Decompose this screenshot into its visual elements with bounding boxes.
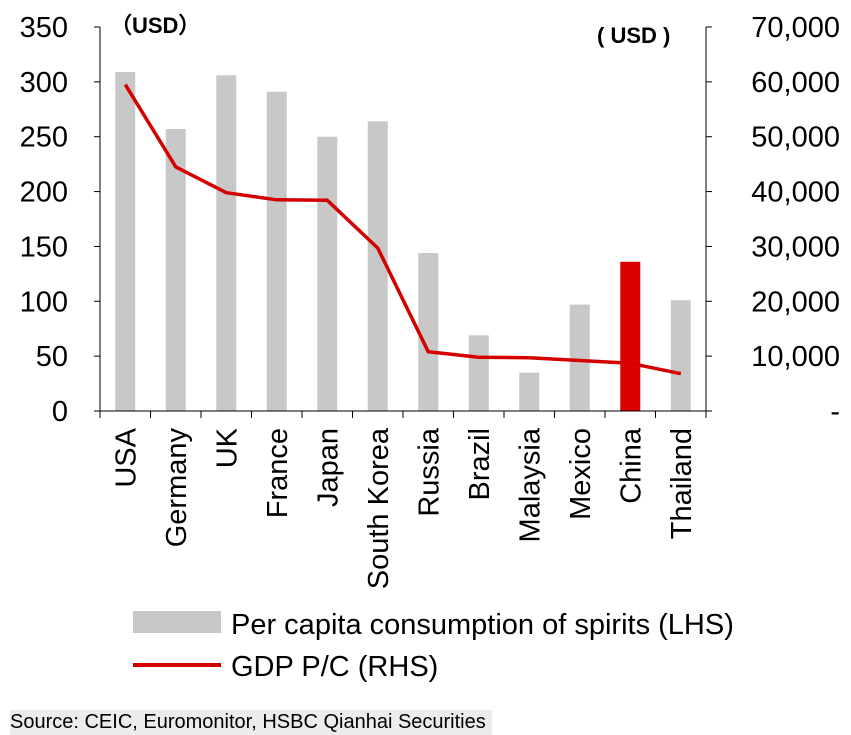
x-label: China bbox=[615, 427, 647, 504]
bar-thailand bbox=[670, 300, 691, 411]
bar-japan bbox=[317, 136, 338, 411]
right-tick-label: 60,000 bbox=[751, 67, 840, 99]
x-label: Japan bbox=[312, 428, 344, 507]
left-tick-label: 0 bbox=[52, 396, 68, 428]
left-tick-label: 350 bbox=[20, 12, 68, 44]
bar-germany bbox=[165, 129, 186, 411]
left-tick-label: 200 bbox=[20, 177, 68, 209]
chart: 0 50 100 150 200 250 300 350 - 10,000 20,000 30,00… bbox=[20, 12, 840, 683]
right-tick-label: 30,000 bbox=[751, 231, 840, 263]
bars bbox=[115, 71, 691, 412]
x-label: UK bbox=[211, 427, 243, 468]
bar-brazil bbox=[468, 335, 489, 411]
x-label: France bbox=[262, 428, 294, 518]
bar-mexico bbox=[569, 304, 590, 411]
x-axis-ticks bbox=[99, 411, 707, 418]
right-axis-ticks: - 10,000 20,000 30,000 40,000 50,000 60,000 70,… bbox=[706, 12, 840, 428]
left-tick-label: 300 bbox=[20, 67, 68, 99]
bar-china bbox=[620, 261, 641, 411]
x-label: USA bbox=[110, 427, 142, 487]
right-tick-label: 50,000 bbox=[751, 122, 840, 154]
right-tick-label: 20,000 bbox=[751, 286, 840, 318]
bar-france bbox=[266, 91, 287, 411]
bar-russia bbox=[418, 253, 439, 411]
x-label: Germany bbox=[161, 428, 193, 548]
gdp-line bbox=[123, 83, 682, 376]
x-label: Mexico bbox=[565, 428, 597, 520]
left-tick-label: 150 bbox=[20, 231, 68, 263]
x-label: Brazil bbox=[464, 428, 496, 501]
x-label: Russia bbox=[413, 427, 445, 517]
x-label: Thailand bbox=[666, 428, 698, 539]
right-tick-label: 70,000 bbox=[751, 12, 840, 44]
left-tick-label: 100 bbox=[20, 286, 68, 318]
source-note: Source: CEIC, Euromonitor, HSBC Qianhai … bbox=[10, 710, 492, 735]
left-tick-label: 250 bbox=[20, 122, 68, 154]
left-tick-label: 50 bbox=[36, 341, 68, 373]
x-label: South Korea bbox=[363, 427, 395, 589]
left-axis-unit: （USD） bbox=[110, 13, 200, 38]
right-axis-unit: ( USD ) bbox=[597, 23, 670, 48]
legend-bar-swatch bbox=[133, 611, 221, 633]
right-tick-label: 10,000 bbox=[751, 341, 840, 373]
right-tick-label: - bbox=[830, 396, 840, 428]
x-axis-labels: USA Germany UK France Japan South Korea Russia… bbox=[110, 427, 698, 589]
bar-south-korea bbox=[367, 121, 388, 412]
bar-uk bbox=[216, 75, 237, 411]
legend-line-label: GDP P/C (RHS) bbox=[231, 651, 438, 683]
left-axis-ticks: 0 50 100 150 200 250 300 350 bbox=[20, 12, 100, 428]
bar-malaysia bbox=[519, 372, 540, 411]
legend-bar-label: Per capita consumption of spirits (LHS) bbox=[231, 609, 734, 641]
bar-usa bbox=[115, 71, 136, 412]
right-tick-label: 40,000 bbox=[751, 177, 840, 209]
x-label: Malaysia bbox=[514, 427, 546, 542]
